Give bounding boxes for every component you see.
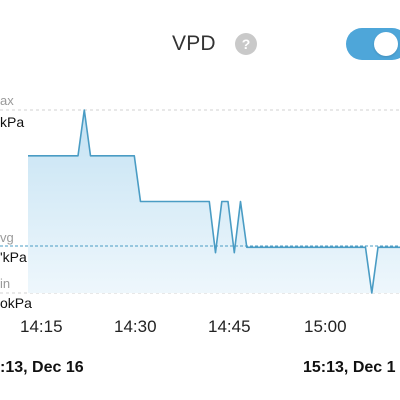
chart-title: VPD <box>172 32 216 55</box>
max-label: ax <box>0 93 14 108</box>
avg-value: 'kPa <box>0 249 27 265</box>
series-area <box>28 110 400 293</box>
avg-label: vg <box>0 230 14 245</box>
min-value: okPa <box>0 295 32 311</box>
x-tick-label: 14:15 <box>20 317 63 336</box>
toggle-knob <box>374 32 398 56</box>
x-tick-label: 14:30 <box>114 317 157 336</box>
range-start: :13, Dec 16 <box>0 359 84 376</box>
max-value: kPa <box>0 114 25 130</box>
vpd-toggle-switch[interactable] <box>346 28 400 60</box>
x-tick-label: 14:45 <box>208 317 251 336</box>
range-end: 15:13, Dec 1 <box>303 359 396 376</box>
min-label: in <box>0 276 11 291</box>
series-line <box>28 109 400 294</box>
question-circle-icon[interactable]: ? <box>235 33 257 55</box>
x-tick-label: 15:00 <box>304 317 347 336</box>
